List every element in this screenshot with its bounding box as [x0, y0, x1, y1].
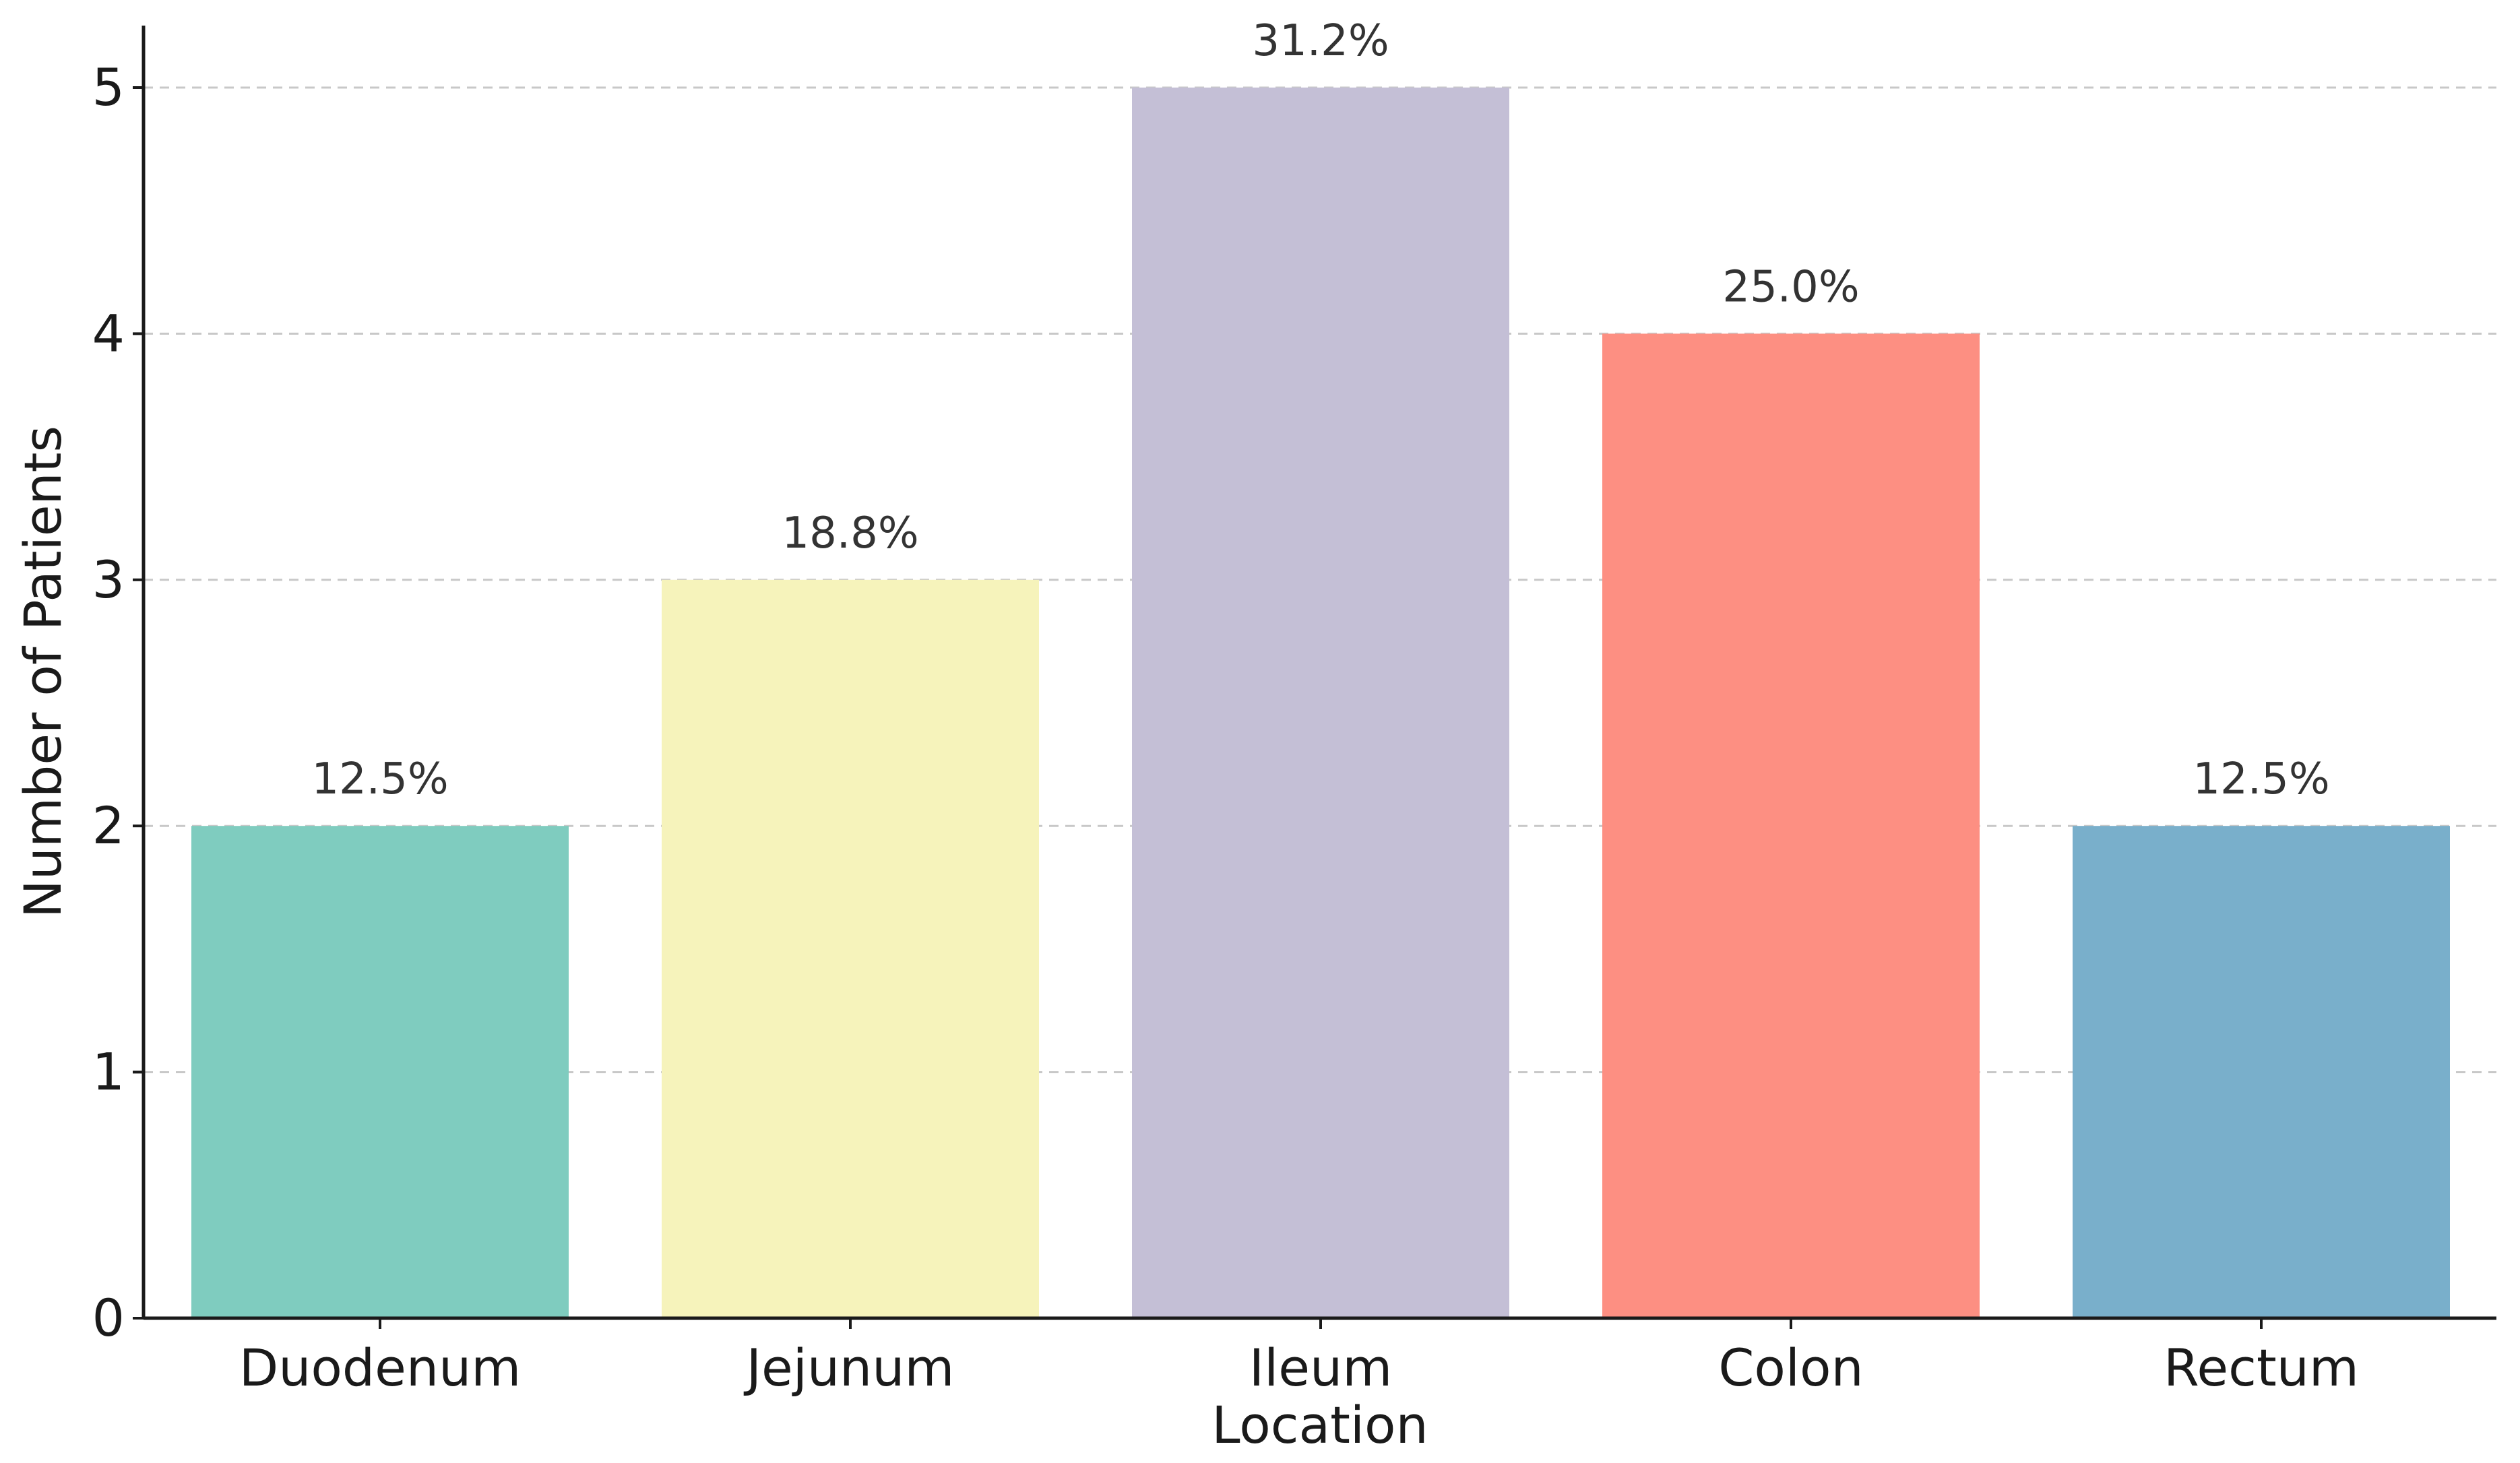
x-tick-label: Colon [1718, 1338, 1863, 1398]
bar-ileum [1132, 88, 1509, 1318]
bar-duodenum [191, 826, 569, 1318]
data-label-ileum: 31.2% [1252, 16, 1389, 66]
data-label-rectum: 12.5% [2193, 754, 2329, 804]
bar-jejunum [662, 579, 1039, 1318]
data-labels: 12.5% 18.8% 31.2% 25.0% 12.5% [311, 16, 2329, 804]
x-tick-label: Ileum [1249, 1338, 1393, 1398]
x-tick-label: Rectum [2164, 1338, 2359, 1398]
data-label-jejunum: 18.8% [782, 509, 918, 558]
y-ticks: 0 1 2 3 4 5 [92, 57, 144, 1348]
x-axis-title: Location [1211, 1395, 1428, 1455]
bar-rectum [2073, 826, 2450, 1318]
bars [191, 88, 2450, 1318]
y-tick-label: 5 [92, 57, 125, 117]
y-tick-label: 0 [92, 1288, 125, 1348]
y-tick-label: 3 [92, 550, 125, 610]
y-tick-label: 4 [92, 303, 125, 363]
y-tick-label: 1 [92, 1042, 125, 1102]
x-tick-label: Duodenum [239, 1338, 522, 1398]
data-label-duodenum: 12.5% [311, 754, 448, 804]
bar-colon [1602, 333, 1980, 1318]
data-label-colon: 25.0% [1722, 262, 1859, 312]
x-ticks: Duodenum Jejunum Ileum Colon Rectum [239, 1318, 2359, 1398]
y-tick-label: 2 [92, 795, 125, 855]
y-axis-title: Number of Patients [13, 426, 73, 918]
x-tick-label: Jejunum [744, 1338, 955, 1398]
